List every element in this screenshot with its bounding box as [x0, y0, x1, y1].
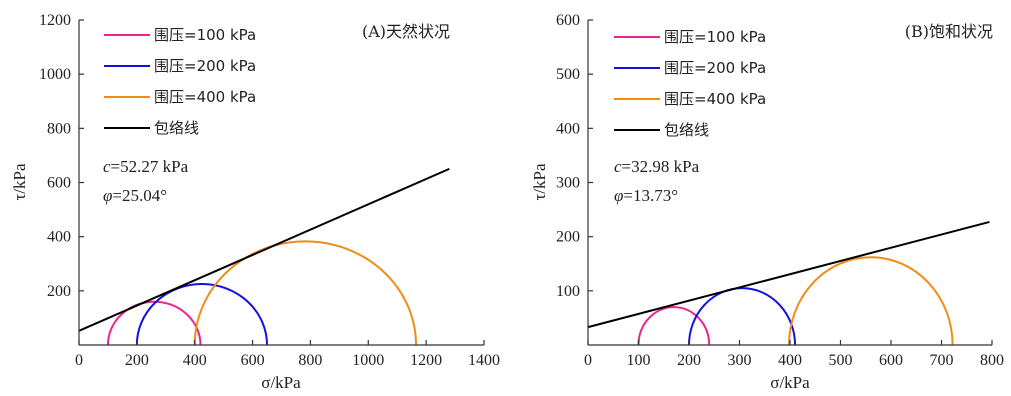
legend-label-400kpa: 围压=400 kPa [154, 88, 256, 106]
x-tick-label: 1000 [352, 352, 384, 369]
envelope-line [587, 220, 990, 329]
y-tick-label: 300 [556, 175, 580, 192]
panel-a-xlabel: σ/kPa [261, 373, 301, 392]
x-tick-label: 200 [125, 352, 149, 369]
mohr-circle-1 [106, 300, 202, 346]
panel-b-cohesion: c=32.98 kPa [614, 157, 700, 176]
y-tick-label: 1000 [39, 66, 71, 83]
envelope-line [78, 167, 450, 332]
panel-a-friction-angle: φ=25.04° [103, 186, 167, 205]
legend-label-100kpa: 围压=100 kPa [154, 26, 256, 44]
x-tick-label: 600 [879, 352, 903, 369]
legend-label-envelope: 包络线 [664, 121, 709, 139]
legend-label-envelope: 包络线 [154, 119, 199, 137]
y-tick-label: 100 [556, 283, 580, 300]
panel-b-friction-angle: φ=13.73° [614, 186, 678, 205]
x-tick-label: 100 [627, 352, 651, 369]
panel-b: 0 100 200 300 400 500 600 700 800 100 200 300 400 500… [530, 12, 1004, 392]
phi-value: =13.73° [623, 186, 678, 205]
mohr-circle-3 [787, 256, 954, 346]
legend-label-200kpa: 围压=200 kPa [664, 59, 766, 77]
x-tick-label: 300 [728, 352, 752, 369]
y-tick-label: 400 [47, 229, 71, 246]
panel-a-marks [78, 167, 450, 346]
panel-a-axes: 0 200 400 600 800 1000 1200 1400 200 400 600 800 100… [39, 12, 500, 369]
x-tick-label: 400 [778, 352, 802, 369]
x-tick-label: 0 [75, 352, 83, 369]
x-tick-label: 500 [829, 352, 853, 369]
x-tick-label: 400 [183, 352, 207, 369]
panel-a-title: (A)天然状况 [362, 22, 450, 41]
x-tick-label: 800 [980, 352, 1004, 369]
x-tick-label: 1200 [410, 352, 442, 369]
cohesion-symbol: c [614, 157, 622, 176]
cohesion-value: =52.27 kPa [111, 157, 189, 176]
x-tick-label: 800 [298, 352, 322, 369]
panel-a-ylabel: τ/kPa [10, 163, 29, 201]
panel-b-xlabel: σ/kPa [770, 373, 810, 392]
x-tick-label: 700 [930, 352, 954, 369]
phi-symbol: φ [103, 186, 112, 205]
cohesion-symbol: c [103, 157, 111, 176]
legend-label-100kpa: 围压=100 kPa [664, 28, 766, 46]
y-tick-label: 1200 [39, 12, 71, 29]
x-tick-label: 600 [241, 352, 265, 369]
x-tick-label: 1400 [468, 352, 500, 369]
mohr-circle-1 [637, 306, 711, 346]
phi-symbol: φ [614, 186, 623, 205]
panel-a: 0 200 400 600 800 1000 1200 1400 200 400 600 800 100… [10, 12, 500, 392]
y-tick-label: 200 [556, 229, 580, 246]
y-tick-label: 400 [556, 120, 580, 137]
y-tick-label: 600 [556, 12, 580, 29]
panel-a-legend: 围压=100 kPa 围压=200 kPa 围压=400 kPa 包络线 [104, 26, 256, 137]
x-tick-label: 200 [677, 352, 701, 369]
panel-b-title: (B)饱和状况 [905, 22, 993, 41]
y-tick-label: 200 [47, 283, 71, 300]
y-tick-label: 500 [556, 66, 580, 83]
cohesion-value: =32.98 kPa [622, 157, 700, 176]
panel-b-marks [587, 220, 990, 346]
panel-b-legend: 围压=100 kPa 围压=200 kPa 围压=400 kPa 包络线 [614, 28, 766, 139]
panel-b-axes: 0 100 200 300 400 500 600 700 800 100 200 300 400 500… [556, 12, 1004, 369]
mohr-circle-2 [135, 283, 269, 346]
panel-b-ylabel: τ/kPa [530, 163, 549, 201]
mohr-circle-2 [688, 287, 797, 346]
mohr-circle-3 [193, 240, 418, 346]
x-tick-label: 0 [584, 352, 592, 369]
y-tick-label: 600 [47, 175, 71, 192]
legend-label-200kpa: 围压=200 kPa [154, 57, 256, 75]
panel-a-cohesion: c=52.27 kPa [103, 157, 189, 176]
legend-label-400kpa: 围压=400 kPa [664, 90, 766, 108]
y-tick-label: 800 [47, 120, 71, 137]
phi-value: =25.04° [112, 186, 167, 205]
